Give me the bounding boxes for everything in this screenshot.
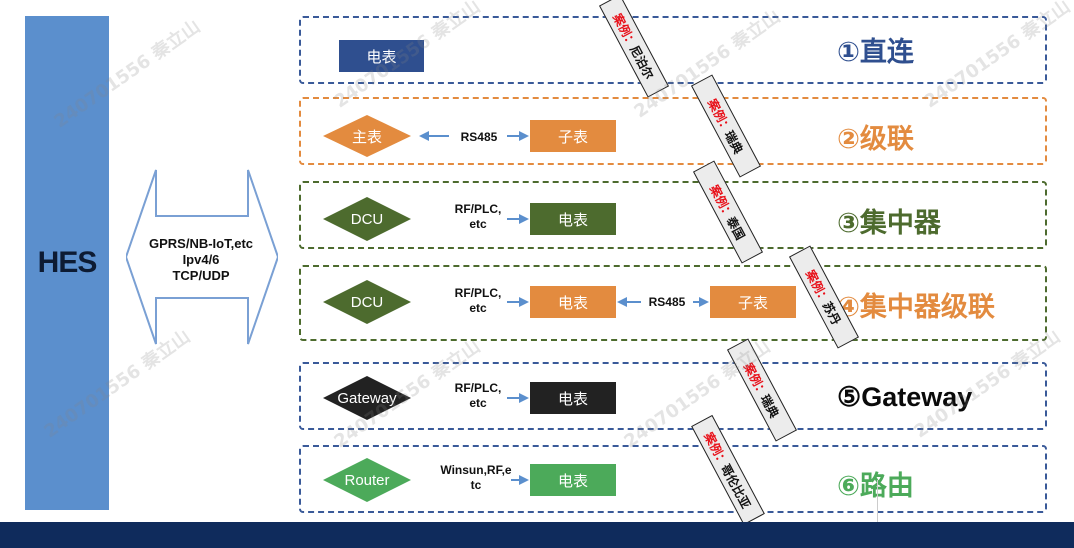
row-title-concentrator: ③集中器 <box>837 208 941 239</box>
row-concentrator-cascade-shapes <box>323 280 709 324</box>
winsun-label: Winsun,RF,e tc <box>437 463 515 493</box>
row-concentrator-shapes <box>323 197 529 241</box>
meter-label: 电表 <box>557 389 588 408</box>
meter-box: 电表 <box>530 464 616 496</box>
dcu-label: DCU <box>350 293 384 311</box>
row-title-direct: ①直连 <box>837 37 914 68</box>
rf-plc-label: RF/PLC, etc <box>445 286 511 316</box>
meter-label: 电表 <box>557 293 588 312</box>
row-gateway: Gateway RF/PLC, etc 电表 ⑤Gateway <box>299 362 1047 430</box>
row-cascade: 主表 RS485 子表 ②级联 <box>299 97 1047 165</box>
row-gateway-shapes <box>323 376 529 420</box>
footer-bar <box>0 522 1074 548</box>
meter-box: 电表 <box>339 40 424 72</box>
meter-box: 电表 <box>530 203 616 235</box>
protocol-line-2: Ipv4/6 <box>182 252 220 267</box>
hes-label: HES <box>37 246 98 279</box>
row-title-concentrator-cascade: ④集中器级联 <box>837 292 995 323</box>
sub-meter-label: 子表 <box>557 127 588 146</box>
meter-label: 电表 <box>366 47 397 66</box>
row-direct: 电表 ①直连 <box>299 16 1047 84</box>
rs485-label: RS485 <box>648 295 686 309</box>
rs485-label: RS485 <box>460 130 498 144</box>
row-concentrator-cascade: DCU RF/PLC, etc 电表 RS485 子表 ④集中器级联 <box>299 265 1047 341</box>
protocol-line-1: GPRS/NB-IoT,etc <box>148 236 253 251</box>
rf-plc-label: RF/PLC, etc <box>445 381 511 411</box>
meter-label: 电表 <box>557 471 588 490</box>
row-cascade-shapes <box>323 115 529 157</box>
rf-plc-line-2: etc <box>469 396 487 410</box>
rf-plc-line-1: RF/PLC, <box>454 286 502 300</box>
divider-line <box>877 480 878 522</box>
rf-plc-label: RF/PLC, etc <box>445 202 511 232</box>
winsun-line-1: Winsun,RF,e <box>440 463 512 477</box>
sub-meter-label: 子表 <box>737 293 768 312</box>
watermark-name: 秦立山 <box>147 16 205 65</box>
row-title-cascade: ②级联 <box>837 124 914 155</box>
gateway-label: Gateway <box>337 389 397 407</box>
dcu-label: DCU <box>350 210 384 228</box>
meter-label: 电表 <box>557 210 588 229</box>
winsun-line-2: tc <box>470 478 482 492</box>
router-label: Router <box>344 471 390 489</box>
hes-block: HES <box>25 16 109 510</box>
row-router-shapes <box>323 458 529 502</box>
sub-meter-box: 子表 <box>710 286 796 318</box>
rf-plc-line-2: etc <box>469 301 487 315</box>
protocol-double-arrow <box>126 169 278 345</box>
rf-plc-line-2: etc <box>469 217 487 231</box>
row-concentrator: DCU RF/PLC, etc 电表 ③集中器 <box>299 181 1047 249</box>
row-title-gateway: ⑤Gateway <box>837 382 973 412</box>
protocol-line-3: TCP/UDP <box>172 268 230 283</box>
rf-plc-line-1: RF/PLC, <box>454 381 502 395</box>
meter-box: 电表 <box>530 286 616 318</box>
row-router: Router Winsun,RF,e tc 电表 ⑥路由 <box>299 445 1047 513</box>
row-title-router: ⑥路由 <box>837 471 914 502</box>
meter-box: 电表 <box>530 382 616 414</box>
sub-meter-box: 子表 <box>530 120 616 152</box>
master-meter-label: 主表 <box>351 128 382 146</box>
protocol-labels: GPRS/NB-IoT,etc Ipv4/6 TCP/UDP <box>134 236 268 284</box>
rf-plc-line-1: RF/PLC, <box>454 202 502 216</box>
